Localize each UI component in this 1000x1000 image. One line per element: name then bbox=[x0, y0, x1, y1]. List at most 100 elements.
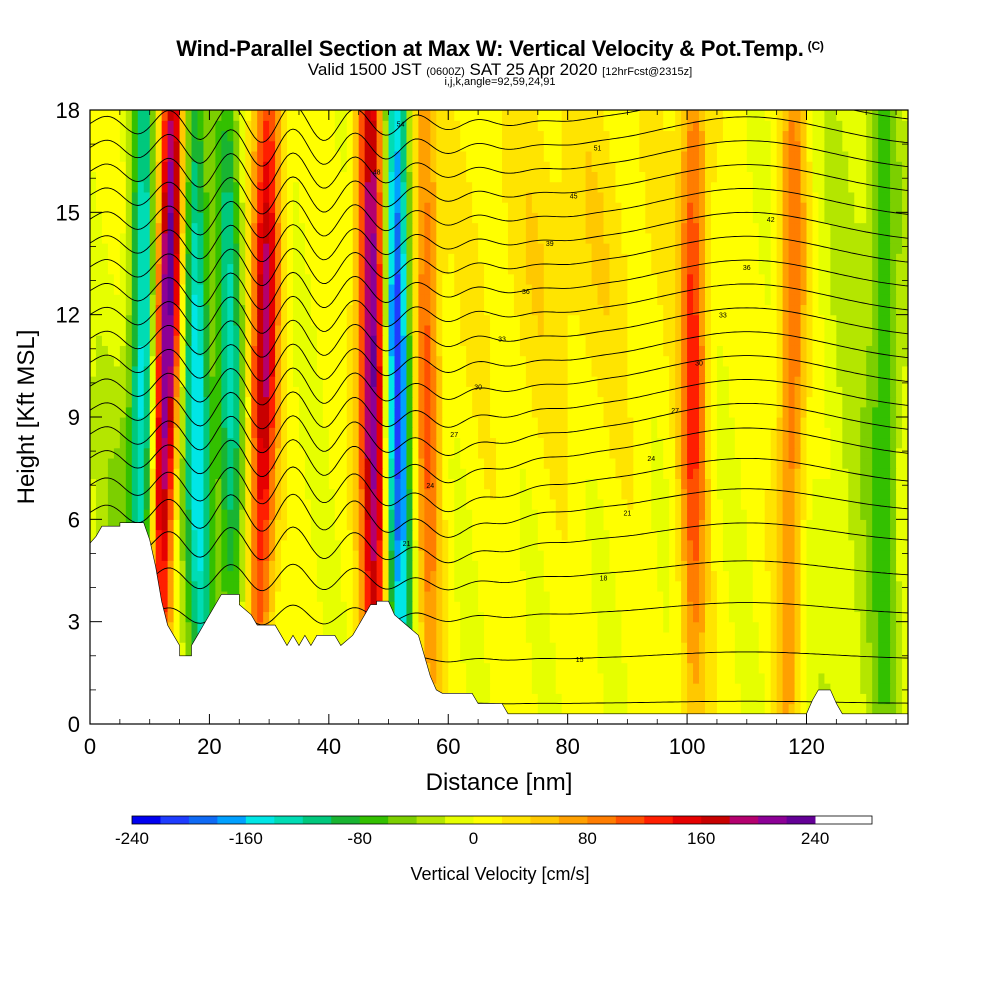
field-cell bbox=[430, 427, 437, 439]
field-cell bbox=[740, 611, 748, 623]
field-cell bbox=[149, 365, 157, 377]
field-cell bbox=[770, 417, 778, 428]
field-cell bbox=[854, 550, 861, 561]
field-cell bbox=[902, 365, 908, 377]
field-cell bbox=[734, 376, 742, 387]
field-cell bbox=[770, 447, 778, 459]
field-cell bbox=[627, 580, 634, 592]
field-cell bbox=[107, 355, 115, 367]
field-cell bbox=[203, 376, 211, 387]
field-cell bbox=[490, 355, 497, 367]
field-cell bbox=[746, 519, 754, 531]
field-cell bbox=[472, 631, 479, 643]
field-cell bbox=[448, 355, 455, 367]
field-cell bbox=[95, 478, 103, 490]
field-cell bbox=[806, 355, 814, 367]
field-cell bbox=[555, 652, 563, 664]
field-cell bbox=[537, 580, 545, 592]
field-cell bbox=[657, 550, 664, 561]
field-cell bbox=[173, 560, 181, 572]
field-cell bbox=[890, 427, 897, 439]
field-cell bbox=[585, 457, 593, 469]
field-cell bbox=[287, 468, 294, 479]
field-cell bbox=[203, 396, 211, 408]
field-cell bbox=[776, 457, 784, 469]
field-cell bbox=[621, 457, 628, 469]
field-cell bbox=[251, 345, 258, 357]
field-cell bbox=[496, 580, 503, 592]
field-cell bbox=[555, 703, 563, 715]
field-cell bbox=[657, 621, 664, 633]
field-cell bbox=[549, 498, 557, 510]
field-cell bbox=[585, 365, 593, 377]
field-cell bbox=[501, 457, 509, 469]
field-cell bbox=[215, 427, 222, 439]
field-cell bbox=[752, 437, 760, 449]
field-cell bbox=[794, 570, 802, 582]
field-cell bbox=[430, 662, 437, 674]
field-cell bbox=[710, 529, 718, 541]
field-cell bbox=[478, 457, 485, 469]
field-cell bbox=[173, 509, 181, 520]
field-cell bbox=[627, 662, 634, 674]
field-cell bbox=[591, 621, 599, 633]
field-cell bbox=[704, 437, 712, 449]
field-cell bbox=[555, 386, 563, 398]
field-cell bbox=[352, 580, 360, 592]
field-cell bbox=[173, 457, 181, 469]
field-cell bbox=[567, 519, 575, 531]
field-cell bbox=[740, 386, 748, 398]
field-cell bbox=[890, 509, 897, 520]
field-cell bbox=[263, 345, 270, 357]
field-cell bbox=[358, 386, 366, 398]
field-cell bbox=[621, 519, 628, 531]
field-cell bbox=[669, 652, 676, 664]
field-cell bbox=[400, 365, 408, 377]
field-cell bbox=[824, 509, 831, 520]
field-cell bbox=[173, 631, 181, 643]
field-cell bbox=[824, 468, 831, 479]
field-cell bbox=[537, 437, 545, 449]
field-cell bbox=[818, 662, 826, 674]
field-cell bbox=[615, 560, 622, 572]
field-cell bbox=[525, 365, 533, 377]
field-cell bbox=[812, 478, 820, 490]
field-cell bbox=[609, 529, 617, 541]
field-cell bbox=[549, 570, 557, 582]
field-cell bbox=[687, 478, 694, 490]
field-cell bbox=[310, 590, 318, 602]
field-cell bbox=[585, 417, 593, 428]
field-cell bbox=[639, 611, 646, 623]
field-cell bbox=[239, 447, 246, 459]
field-cell bbox=[639, 550, 646, 561]
field-cell bbox=[412, 468, 419, 479]
field-cell bbox=[525, 406, 533, 418]
field-cell bbox=[890, 621, 897, 633]
field-cell bbox=[543, 631, 551, 643]
field-cell bbox=[764, 437, 772, 449]
field-cell bbox=[848, 703, 855, 715]
field-cell bbox=[513, 683, 521, 694]
field-cell bbox=[161, 529, 169, 541]
field-cell bbox=[394, 365, 402, 377]
field-cell bbox=[191, 355, 199, 367]
field-cell bbox=[310, 631, 318, 643]
field-cell bbox=[854, 386, 861, 398]
field-cell bbox=[382, 498, 390, 510]
field-cell bbox=[131, 396, 139, 408]
field-cell bbox=[878, 417, 885, 428]
field-cell bbox=[382, 560, 390, 572]
field-cell bbox=[275, 601, 282, 613]
field-cell bbox=[531, 529, 539, 541]
field-cell bbox=[364, 519, 372, 531]
field-cell bbox=[537, 611, 545, 623]
field-cell bbox=[591, 437, 599, 449]
field-cell bbox=[161, 437, 169, 449]
field-cell bbox=[358, 509, 366, 520]
field-cell bbox=[95, 376, 103, 387]
field-cell bbox=[555, 621, 563, 633]
field-cell bbox=[525, 693, 533, 705]
field-cell bbox=[245, 468, 252, 479]
field-cell bbox=[699, 488, 706, 500]
field-cell bbox=[119, 437, 127, 449]
